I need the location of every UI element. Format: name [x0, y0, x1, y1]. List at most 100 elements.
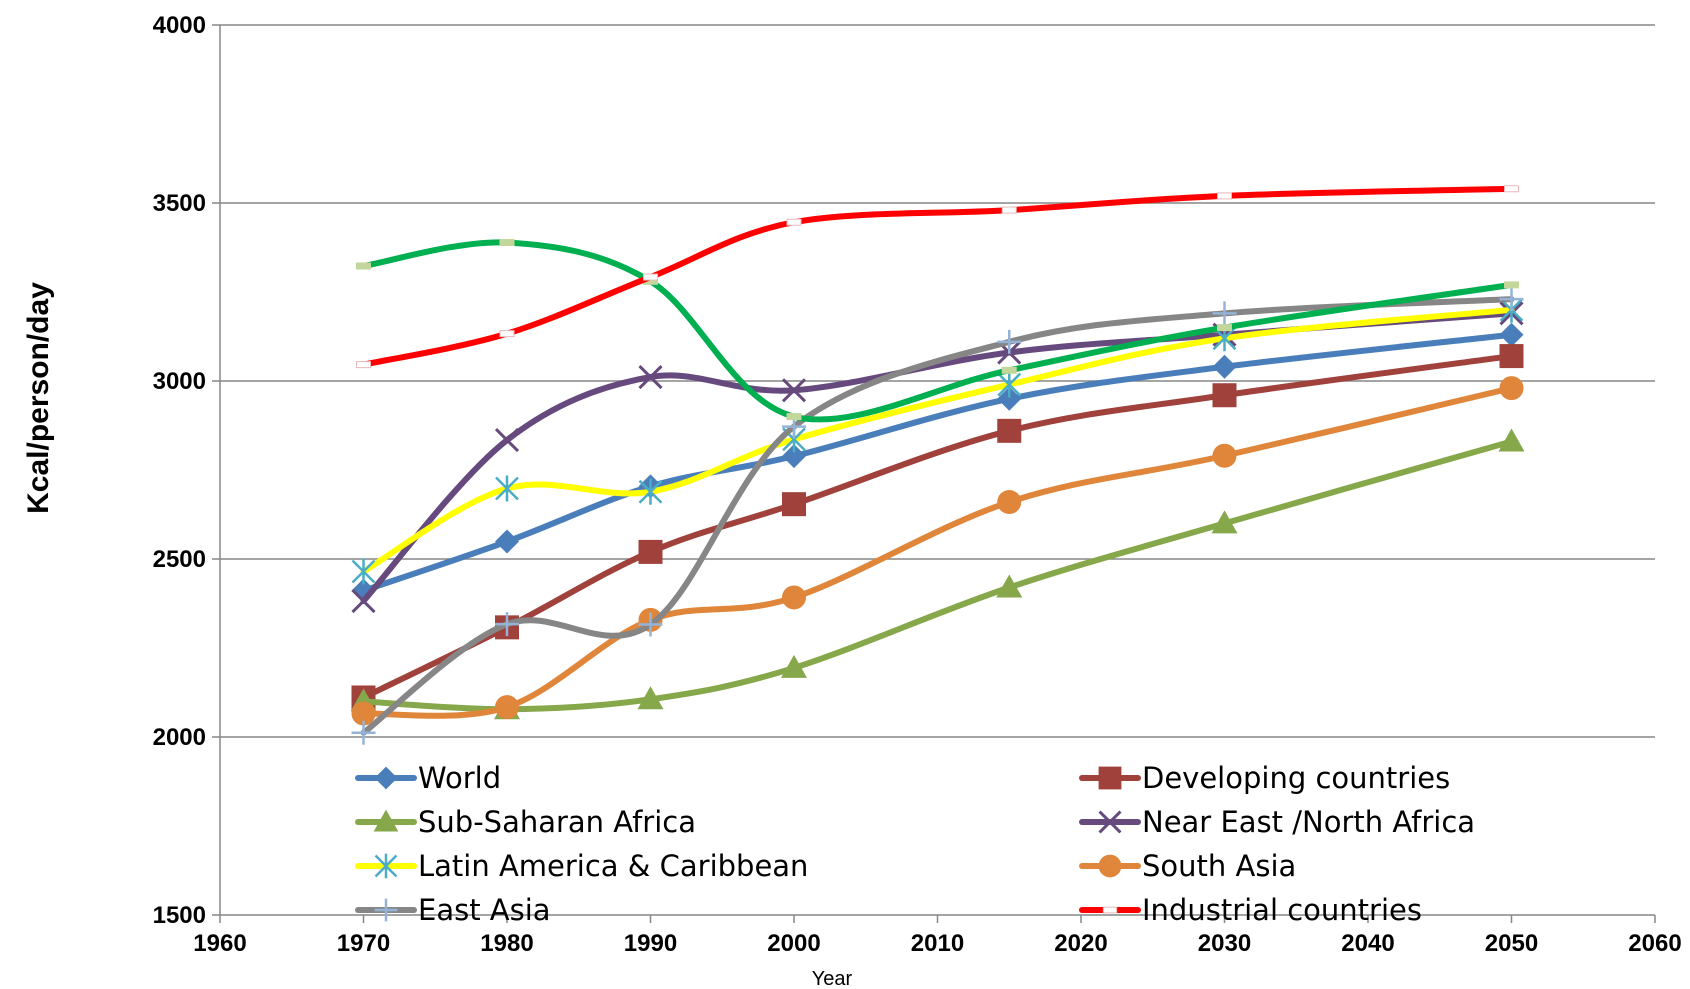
circle-marker — [1098, 854, 1122, 878]
x-marker — [351, 588, 376, 614]
diamond-marker — [1212, 354, 1237, 379]
series-latin-america-caribbean — [351, 296, 1524, 585]
y-axis-label: Kcal/person/day — [22, 282, 55, 514]
dash-marker — [1504, 281, 1519, 289]
asterisk-marker — [495, 475, 519, 502]
dash-marker — [786, 218, 802, 226]
dash-marker — [1102, 906, 1118, 914]
legend-label: East Asia — [418, 893, 551, 927]
dash-marker — [1217, 324, 1232, 332]
series-lines — [350, 185, 1525, 745]
legend-label: Industrial countries — [1142, 893, 1422, 927]
legend-item: Near East /North Africa — [1079, 805, 1475, 839]
y-tick-label: 2500 — [153, 546, 206, 573]
dash-marker — [356, 262, 371, 270]
triangle-marker — [373, 809, 399, 832]
asterisk-marker — [997, 371, 1022, 398]
series-unlabeled-green — [356, 239, 1519, 423]
circle-marker — [782, 585, 806, 610]
triangle-marker — [1211, 510, 1238, 534]
y-tick-label: 2000 — [153, 724, 206, 751]
x-tick-label: 2050 — [1485, 930, 1538, 957]
series-line — [360, 353, 1515, 701]
asterisk-marker — [638, 478, 663, 505]
circle-marker — [1499, 376, 1524, 401]
legend-label: Developing countries — [1142, 761, 1450, 795]
legend-item: East Asia — [355, 893, 551, 927]
square-marker — [638, 539, 663, 564]
circle-marker — [997, 490, 1022, 515]
y-tick-label: 4000 — [153, 12, 206, 39]
y-tick-label: 3500 — [153, 190, 206, 217]
series-east-asia — [351, 287, 1524, 745]
diamond-marker — [374, 766, 398, 790]
diamond-marker — [495, 529, 519, 554]
series-line — [360, 296, 1515, 736]
x-marker — [638, 365, 663, 390]
legend-item: Latin America & Caribbean — [355, 849, 808, 883]
plus-marker — [1212, 301, 1237, 326]
series-industrial-countries — [356, 185, 1519, 369]
plus-marker — [351, 720, 376, 745]
plus-marker — [1499, 287, 1524, 312]
legend-item: World — [355, 761, 501, 795]
legend-label: Near East /North Africa — [1142, 805, 1475, 839]
series-line — [360, 310, 1515, 605]
series-world — [351, 322, 1524, 603]
legend-item: Sub-Saharan Africa — [355, 805, 696, 839]
x-tick-label: 2040 — [1341, 930, 1394, 957]
asterisk-marker — [351, 558, 376, 585]
plus-marker — [374, 898, 398, 922]
series-line — [360, 239, 1515, 423]
x-tick-label: 1990 — [624, 930, 677, 957]
x-tick-label: 2010 — [911, 930, 964, 957]
series-line — [360, 385, 1515, 719]
y-tick-label: 1500 — [153, 902, 206, 929]
tick-labels: 1500 2000 2500 3000 3500 4000 1960 1970 1980 1990… — [153, 12, 1682, 957]
diamond-marker — [1499, 322, 1524, 347]
x-tick-label: 1980 — [480, 930, 533, 957]
square-marker — [1098, 766, 1122, 790]
square-marker — [997, 418, 1022, 443]
diamond-marker — [997, 386, 1022, 411]
square-marker — [782, 492, 806, 517]
series-line — [360, 185, 1515, 368]
series-sub-saharan-africa — [350, 428, 1525, 720]
dash-marker — [499, 239, 515, 247]
legend-item: Developing countries — [1079, 761, 1450, 795]
legend-label: Sub-Saharan Africa — [418, 805, 696, 839]
series-line — [360, 306, 1515, 575]
triangle-marker — [1498, 428, 1525, 452]
circle-marker — [351, 701, 376, 726]
dash-marker — [643, 273, 658, 281]
square-marker — [1499, 344, 1524, 369]
plus-marker — [638, 612, 663, 637]
series-line — [360, 331, 1515, 594]
dash-marker — [356, 361, 371, 369]
legend: World Developing countries Sub-Saharan Afr… — [355, 761, 1475, 927]
circle-marker — [495, 695, 519, 720]
x-tick-label: 1960 — [193, 930, 246, 957]
x-tick-label: 2060 — [1628, 930, 1681, 957]
legend-item: Industrial countries — [1079, 893, 1422, 927]
dash-marker — [499, 330, 515, 338]
x-marker — [494, 428, 520, 453]
x-tick-label: 2020 — [1054, 930, 1107, 957]
x-tick-label: 2000 — [767, 930, 820, 957]
x-tick-label: 1970 — [337, 930, 390, 957]
axes — [212, 24, 1656, 923]
series-near-east-north-africa — [351, 301, 1524, 614]
square-marker — [1212, 383, 1237, 408]
diamond-marker — [782, 444, 806, 469]
x-marker — [1098, 810, 1122, 834]
x-axis-label: Year — [812, 968, 853, 989]
triangle-marker — [637, 686, 664, 710]
dash-marker — [1504, 185, 1519, 193]
triangle-marker — [996, 574, 1023, 598]
x-tick-label: 2030 — [1198, 930, 1251, 957]
y-tick-label: 3000 — [153, 368, 206, 395]
dash-marker — [1001, 366, 1017, 374]
dash-marker — [1217, 192, 1232, 200]
plus-marker — [495, 612, 519, 637]
